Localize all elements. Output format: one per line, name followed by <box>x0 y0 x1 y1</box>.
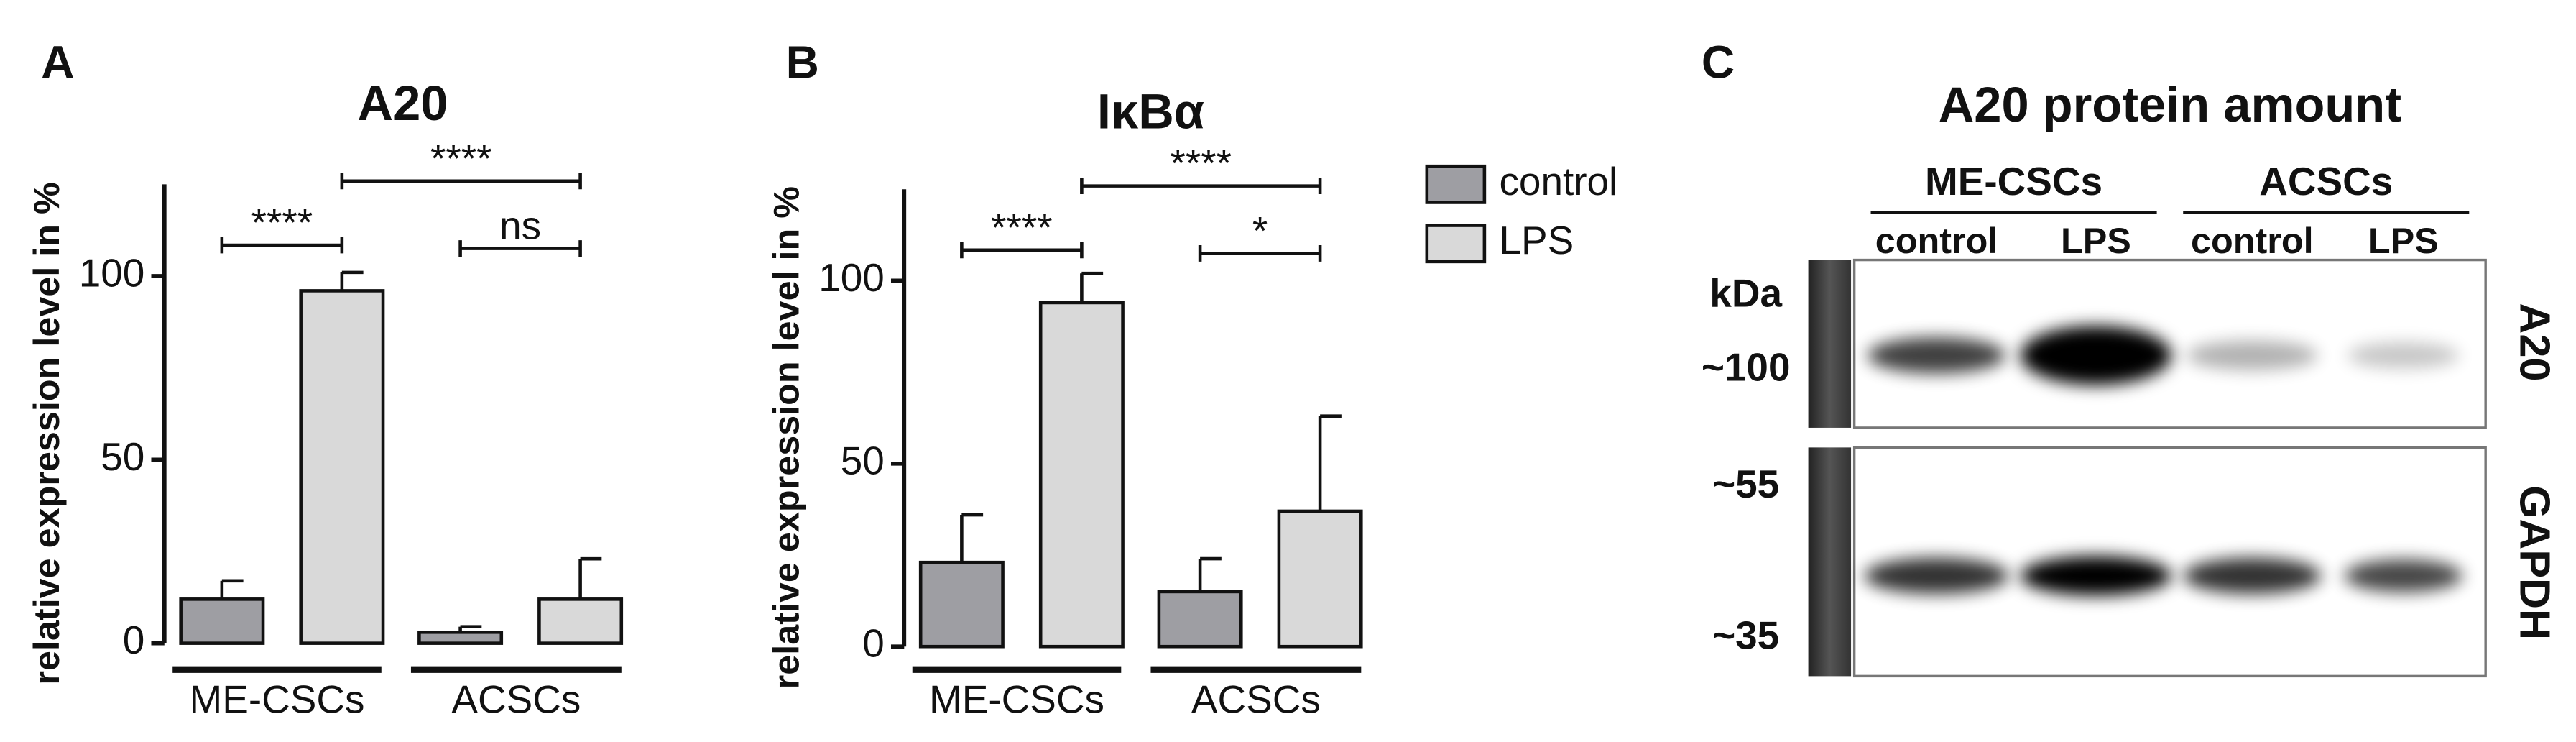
bar <box>179 597 265 645</box>
chart-title: IκBα <box>1097 83 1204 139</box>
bar <box>918 560 1005 649</box>
x-tick-label: ACSCs <box>451 677 581 721</box>
significance-label: ns <box>499 203 541 248</box>
lane-label: control <box>2191 220 2314 261</box>
bar <box>299 289 385 645</box>
y-tick-label: 100 <box>79 250 145 295</box>
row-label: A20 <box>2511 303 2559 381</box>
band <box>2183 557 2322 594</box>
y-tick-label: 50 <box>841 438 885 482</box>
y-tick-label: 100 <box>818 255 885 300</box>
error-bar <box>1318 414 1342 511</box>
panel-label: B <box>786 37 819 88</box>
legend-swatch <box>1425 224 1487 264</box>
error-bar <box>1198 556 1222 592</box>
y-axis-label: relative expression level in % <box>26 182 67 684</box>
marker-label: ~55 <box>1712 462 1779 506</box>
x-tick-label: ME-CSCs <box>929 677 1104 721</box>
significance-bracket <box>1198 244 1322 262</box>
significance-label: **** <box>1171 141 1232 186</box>
x-tick-label: ME-CSCs <box>190 677 365 721</box>
band <box>2347 342 2460 369</box>
bar <box>537 597 624 645</box>
chart-title: A20 <box>358 75 448 131</box>
bar <box>1038 301 1125 649</box>
error-bar <box>340 270 364 291</box>
band <box>2344 559 2463 592</box>
band <box>2020 556 2172 596</box>
panel-label: C <box>1702 37 1735 88</box>
y-axis-label: relative expression level in % <box>765 186 806 689</box>
significance-label: **** <box>991 205 1052 249</box>
lane-label: LPS <box>2061 220 2131 261</box>
bar <box>417 631 504 645</box>
band <box>1864 557 2009 594</box>
band <box>2186 340 2318 370</box>
error-bar <box>458 625 482 633</box>
significance-bracket <box>340 173 582 190</box>
band <box>1867 337 2006 374</box>
panel-label: A <box>41 37 74 88</box>
bar <box>1157 590 1243 649</box>
group-label: ME-CSCs <box>1925 159 2102 203</box>
legend-swatch <box>1425 164 1487 204</box>
y-tick-label: 0 <box>862 621 885 666</box>
significance-bracket <box>1080 178 1322 195</box>
significance-bracket <box>220 237 344 254</box>
row-label: GAPDH <box>2511 485 2559 640</box>
marker-label: ~100 <box>1702 344 1791 389</box>
significance-label: **** <box>251 200 313 244</box>
lane-label: LPS <box>2368 220 2439 261</box>
legend-label: LPS <box>1499 218 1574 262</box>
bar <box>1277 509 1363 649</box>
error-bar <box>578 556 602 600</box>
error-bar <box>1080 271 1104 303</box>
y-tick-label: 0 <box>123 618 145 662</box>
group-label: ACSCs <box>2259 159 2393 203</box>
error-bar <box>960 513 984 563</box>
significance-bracket <box>458 240 582 257</box>
x-tick-label: ACSCs <box>1191 677 1321 721</box>
band <box>2020 326 2172 385</box>
significance-bracket <box>960 242 1084 259</box>
unit-label: kDa <box>1709 270 1782 315</box>
error-bar <box>220 579 244 600</box>
lane-label: control <box>1875 220 1998 261</box>
blot-title: A20 protein amount <box>1939 77 2402 132</box>
legend-label: control <box>1499 159 1617 203</box>
y-tick-label: 50 <box>101 434 144 479</box>
marker-label: ~35 <box>1712 613 1779 657</box>
significance-label: * <box>1252 208 1268 252</box>
ladder <box>1808 260 1852 428</box>
ladder <box>1808 447 1852 677</box>
significance-label: **** <box>430 136 491 180</box>
